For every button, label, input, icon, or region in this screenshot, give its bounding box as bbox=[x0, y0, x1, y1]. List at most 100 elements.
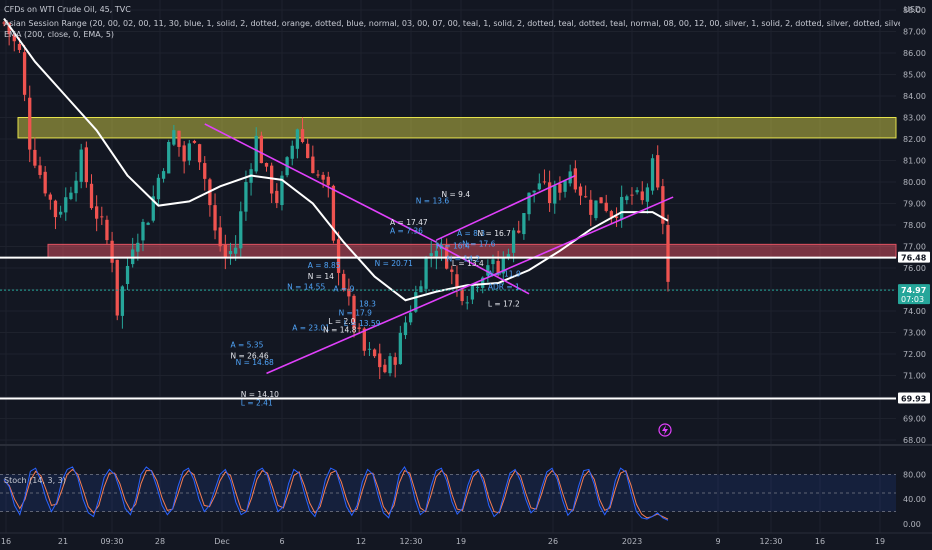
candles[interactable] bbox=[2, 21, 670, 380]
candle[interactable] bbox=[280, 171, 284, 211]
candle[interactable] bbox=[95, 195, 99, 232]
candle[interactable] bbox=[146, 221, 150, 226]
candle[interactable] bbox=[316, 170, 320, 178]
candle[interactable] bbox=[563, 179, 567, 198]
trendline-1[interactable] bbox=[204, 123, 437, 243]
trendline-4[interactable] bbox=[435, 243, 530, 295]
candle[interactable] bbox=[424, 255, 428, 293]
candle[interactable] bbox=[378, 343, 382, 380]
candle[interactable] bbox=[69, 186, 73, 201]
candle[interactable] bbox=[573, 160, 577, 193]
candle[interactable] bbox=[342, 269, 346, 292]
indicator-ema[interactable]: EMA (200, close, 0, EMA, 5) bbox=[4, 30, 115, 39]
candle[interactable] bbox=[357, 323, 361, 334]
candle[interactable] bbox=[470, 284, 475, 305]
candle[interactable] bbox=[475, 284, 480, 293]
candle[interactable] bbox=[511, 227, 516, 263]
candle[interactable] bbox=[367, 341, 372, 356]
candle[interactable] bbox=[264, 162, 269, 172]
candle[interactable] bbox=[48, 192, 52, 210]
candle[interactable] bbox=[372, 348, 377, 358]
candle[interactable] bbox=[275, 183, 279, 209]
candle[interactable] bbox=[583, 185, 588, 198]
price-tag[interactable] bbox=[898, 284, 930, 305]
candle[interactable] bbox=[553, 180, 557, 214]
candle[interactable] bbox=[517, 220, 521, 234]
candle[interactable] bbox=[625, 194, 629, 205]
candle[interactable] bbox=[213, 193, 217, 240]
candle[interactable] bbox=[429, 240, 433, 268]
candle[interactable] bbox=[532, 190, 536, 203]
candle[interactable] bbox=[635, 187, 639, 195]
candle[interactable] bbox=[609, 209, 614, 224]
candle[interactable] bbox=[89, 174, 94, 210]
candle[interactable] bbox=[223, 234, 227, 270]
candle[interactable] bbox=[156, 174, 161, 206]
candle[interactable] bbox=[218, 216, 222, 252]
candle[interactable] bbox=[331, 184, 336, 244]
symbol-title[interactable]: CFDs on WTI Crude Oil, 45, TVC bbox=[4, 5, 131, 14]
candle[interactable] bbox=[74, 171, 78, 202]
candle[interactable] bbox=[136, 233, 140, 261]
candle[interactable] bbox=[58, 205, 63, 218]
candle[interactable] bbox=[228, 242, 233, 265]
candle[interactable] bbox=[22, 44, 27, 102]
candle[interactable] bbox=[239, 201, 243, 259]
candle[interactable] bbox=[311, 145, 315, 174]
candle[interactable] bbox=[192, 139, 197, 144]
candle[interactable] bbox=[300, 117, 305, 144]
candle[interactable] bbox=[393, 352, 397, 378]
candle[interactable] bbox=[110, 231, 114, 273]
candle[interactable] bbox=[650, 154, 655, 195]
candle[interactable] bbox=[141, 218, 145, 252]
candle[interactable] bbox=[172, 124, 176, 147]
candle[interactable] bbox=[403, 316, 408, 340]
candle[interactable] bbox=[537, 173, 541, 191]
candle[interactable] bbox=[120, 285, 125, 329]
candle[interactable] bbox=[177, 130, 181, 157]
candle[interactable] bbox=[233, 235, 238, 261]
candle[interactable] bbox=[182, 141, 186, 174]
candle[interactable] bbox=[347, 278, 351, 306]
candle[interactable] bbox=[53, 199, 58, 230]
horizontal-lines[interactable] bbox=[0, 256, 896, 400]
trendline-2[interactable] bbox=[436, 174, 576, 241]
candle[interactable] bbox=[38, 156, 42, 179]
candle[interactable] bbox=[306, 138, 310, 159]
candle[interactable] bbox=[558, 176, 562, 201]
candle[interactable] bbox=[125, 258, 130, 291]
indicator-asian-session[interactable]: Asian Session Range (20, 00, 02, 00, 11,… bbox=[4, 19, 900, 28]
candle[interactable] bbox=[352, 294, 356, 338]
candle[interactable] bbox=[105, 215, 109, 245]
stoch-title[interactable]: Stoch (14, 3, 3) bbox=[4, 476, 66, 485]
candle[interactable] bbox=[2, 21, 6, 27]
candle[interactable] bbox=[388, 352, 392, 377]
price-tag[interactable] bbox=[898, 251, 930, 263]
candle[interactable] bbox=[326, 171, 330, 198]
price-tag[interactable] bbox=[898, 392, 930, 404]
candle[interactable] bbox=[522, 213, 526, 240]
candle[interactable] bbox=[656, 145, 660, 191]
candle[interactable] bbox=[599, 197, 603, 204]
candle[interactable] bbox=[84, 141, 89, 188]
candle[interactable] bbox=[589, 190, 593, 227]
candle[interactable] bbox=[614, 207, 619, 227]
candle[interactable] bbox=[398, 325, 402, 365]
time-axis[interactable]: 16 21 09:30 28 Dec 6 12 12:30 19 26 2023 9 12:30 16 19 bbox=[0, 532, 932, 546]
candle[interactable] bbox=[187, 139, 191, 166]
candle[interactable] bbox=[666, 214, 670, 292]
candle[interactable] bbox=[640, 181, 644, 205]
trendline-3[interactable] bbox=[266, 196, 674, 375]
candle[interactable] bbox=[542, 169, 547, 185]
candle[interactable] bbox=[151, 185, 155, 223]
candle[interactable] bbox=[197, 143, 202, 171]
candle[interactable] bbox=[244, 170, 248, 221]
candle[interactable] bbox=[33, 137, 37, 169]
candle[interactable] bbox=[28, 85, 32, 163]
candle[interactable] bbox=[496, 250, 500, 277]
lightning-icon[interactable] bbox=[658, 423, 672, 437]
candle[interactable] bbox=[290, 140, 294, 166]
candle[interactable] bbox=[43, 166, 47, 197]
